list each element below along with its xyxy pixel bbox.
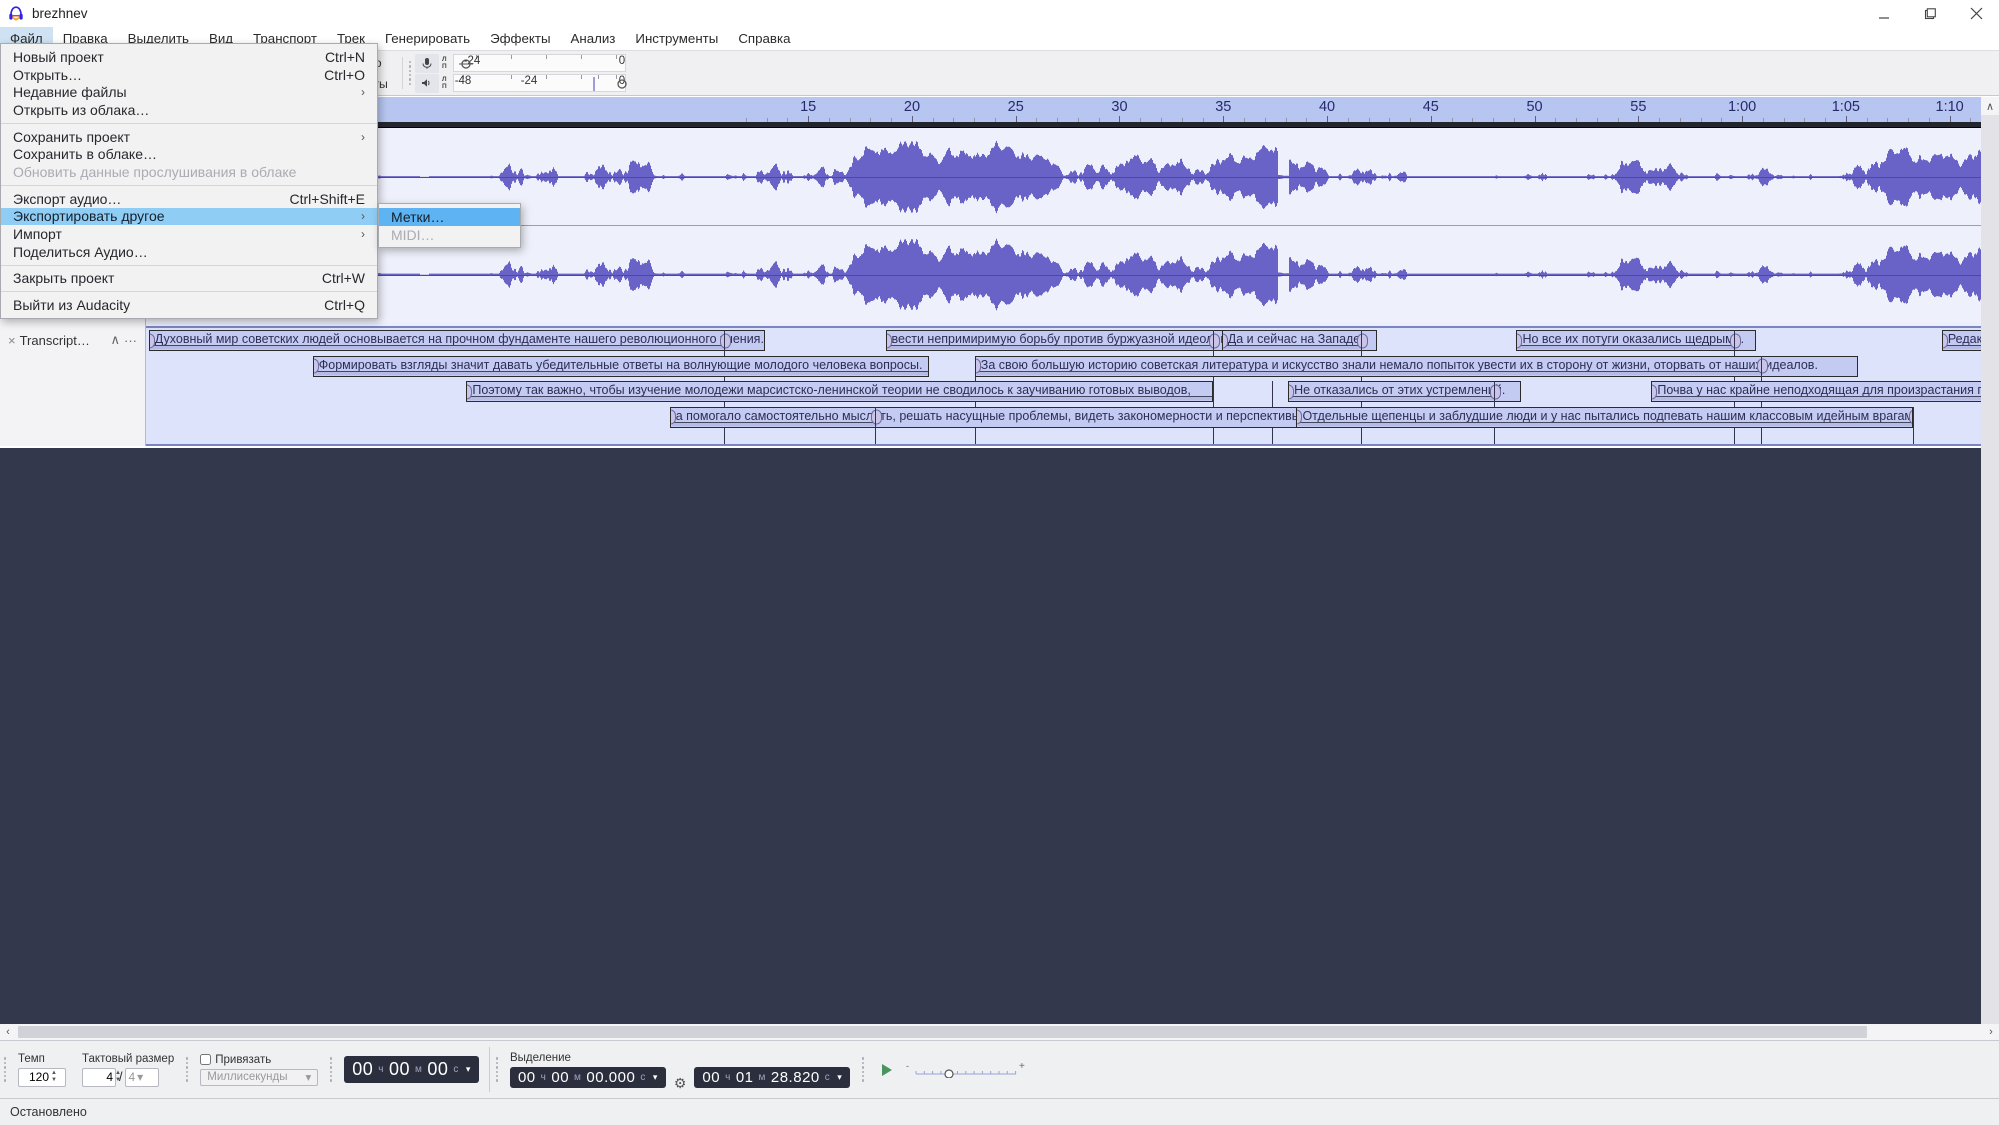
svg-text:+: +	[1019, 1062, 1025, 1072]
svg-text:-: -	[906, 1062, 909, 1071]
